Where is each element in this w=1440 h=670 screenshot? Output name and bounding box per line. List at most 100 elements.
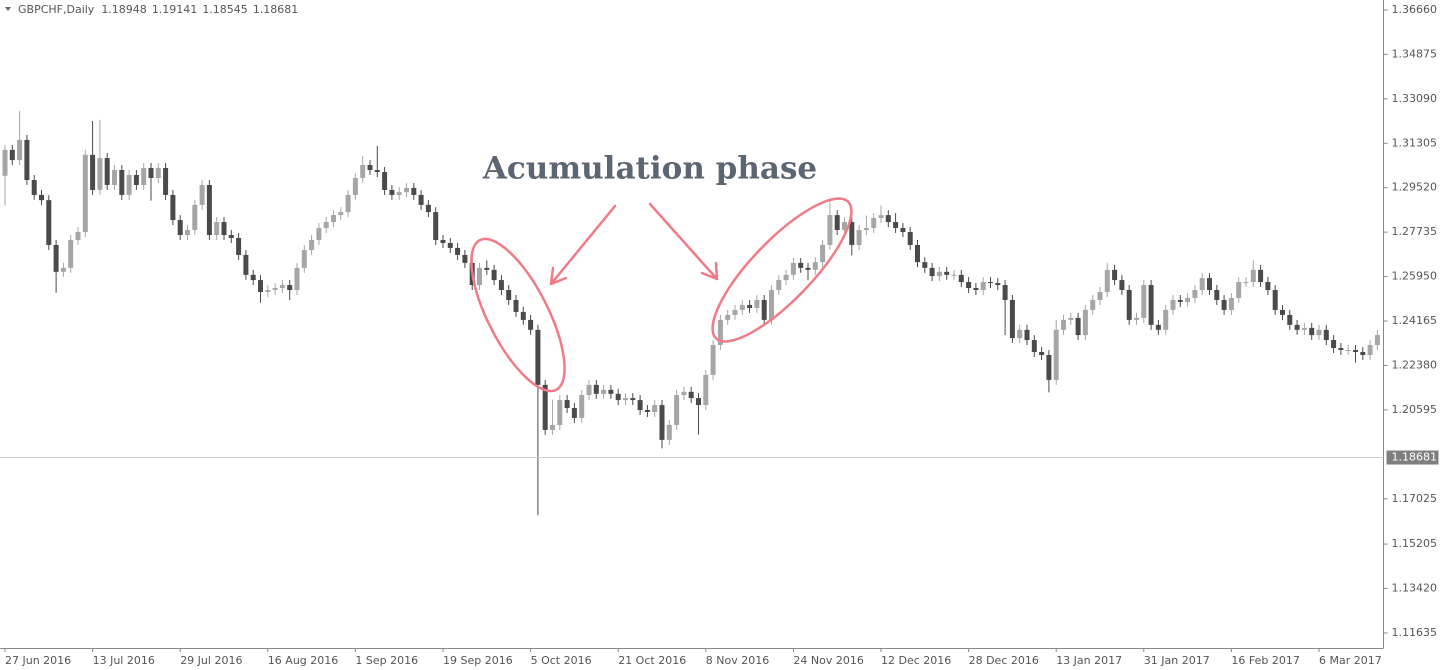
candle-body xyxy=(557,400,563,425)
candle-body xyxy=(24,139,30,180)
candle-body xyxy=(1177,299,1183,302)
candle-body xyxy=(856,230,862,245)
candle-body xyxy=(644,410,650,413)
candle-body xyxy=(550,424,555,430)
arrow xyxy=(549,204,617,286)
candle-body xyxy=(250,274,256,281)
candle-body xyxy=(9,149,15,161)
candle-body xyxy=(1163,309,1169,330)
candle-body xyxy=(294,267,300,291)
candle-body xyxy=(455,247,461,255)
candle-body xyxy=(995,283,1001,286)
candle-body xyxy=(798,262,804,268)
candle-body xyxy=(1192,290,1198,298)
candle-body xyxy=(907,232,913,245)
candle-body xyxy=(1090,299,1096,310)
candle-body xyxy=(1126,290,1132,320)
x-tick-label: 1 Sep 2016 xyxy=(355,654,418,667)
candle-body xyxy=(783,274,789,281)
y-tick-label: 1.34875 xyxy=(1392,47,1438,60)
candle-body xyxy=(119,170,125,195)
candle-body xyxy=(966,282,972,289)
candle-body xyxy=(484,267,490,270)
y-tick-label: 1.25950 xyxy=(1392,270,1438,283)
candle-body xyxy=(1353,350,1358,353)
candle-body xyxy=(542,384,548,430)
candle-body xyxy=(155,168,161,178)
candle-body xyxy=(944,271,950,275)
candle-body xyxy=(279,285,285,289)
candle-body xyxy=(309,239,315,250)
candle-body xyxy=(447,242,453,248)
candle-body xyxy=(1287,314,1293,325)
candle-body xyxy=(1250,269,1256,283)
header: GBPCHF,Daily 1.18948 1.19141 1.18545 1.18681 xyxy=(18,3,298,16)
candle-body xyxy=(374,170,380,173)
candle-body xyxy=(988,282,993,284)
candle-body xyxy=(411,187,417,195)
x-tick-label: 5 Oct 2016 xyxy=(531,654,592,667)
y-tick-label: 1.33090 xyxy=(1392,92,1438,105)
x-tick-label: 13 Jan 2017 xyxy=(1056,654,1122,667)
candle-body xyxy=(31,179,37,195)
quote-high: 1.19141 xyxy=(152,3,198,16)
candle-body xyxy=(133,175,139,185)
x-tick-label: 13 Jul 2016 xyxy=(93,654,155,667)
candle-body xyxy=(39,194,44,201)
candle-body xyxy=(46,200,52,245)
candle-body xyxy=(491,269,497,281)
candle-body xyxy=(331,215,336,223)
candle-body xyxy=(1148,285,1154,325)
candle-body xyxy=(885,215,891,223)
candle-body xyxy=(221,222,227,236)
candle-body xyxy=(1214,290,1220,300)
candle-body xyxy=(1170,299,1176,310)
candle-body xyxy=(68,239,74,268)
annotation-shapes xyxy=(470,197,853,393)
candle-body xyxy=(2,149,8,176)
x-tick-label: 8 Nov 2016 xyxy=(706,654,769,667)
candle-body xyxy=(272,288,278,291)
candle-body xyxy=(1243,282,1249,284)
candle-body xyxy=(170,194,176,221)
x-tick-label: 12 Dec 2016 xyxy=(881,654,951,667)
candle-body xyxy=(1031,340,1037,353)
y-tick-label: 1.11635 xyxy=(1392,626,1438,639)
candle-body xyxy=(1112,269,1118,281)
candle-body xyxy=(1221,299,1227,310)
candle-body xyxy=(477,267,482,286)
candle-body xyxy=(1097,292,1103,300)
candle-body xyxy=(915,244,920,263)
candle-body xyxy=(258,280,263,293)
candle-body xyxy=(1199,278,1205,291)
candle-body xyxy=(812,262,818,270)
candle-body xyxy=(360,165,366,178)
candle-body xyxy=(951,274,957,276)
candle-body xyxy=(1265,282,1271,291)
candle-body xyxy=(206,184,212,236)
y-tick-label: 1.13420 xyxy=(1392,582,1438,595)
candle-body xyxy=(404,187,409,193)
candle-body xyxy=(1301,327,1307,330)
candle-body xyxy=(863,228,869,231)
x-tick-label: 6 Mar 2017 xyxy=(1319,654,1382,667)
candle-body xyxy=(615,393,621,401)
candle-body xyxy=(163,168,169,195)
candle-body xyxy=(1039,352,1045,355)
y-tick-label: 1.27735 xyxy=(1392,225,1438,238)
candle-body xyxy=(593,384,599,394)
x-tick-label: 21 Oct 2016 xyxy=(618,654,686,667)
candle-body xyxy=(871,218,877,229)
arrow xyxy=(648,202,719,281)
candle-body xyxy=(922,262,928,268)
candle-body xyxy=(739,304,745,310)
current-price-label: 1.18681 xyxy=(1392,451,1438,464)
candle-body xyxy=(367,165,373,171)
candle-body xyxy=(893,222,899,229)
candle-body xyxy=(1338,348,1344,351)
candle-body xyxy=(338,212,344,216)
candle-body xyxy=(659,405,665,440)
candle-body xyxy=(564,400,570,409)
candle-body xyxy=(1141,285,1147,318)
